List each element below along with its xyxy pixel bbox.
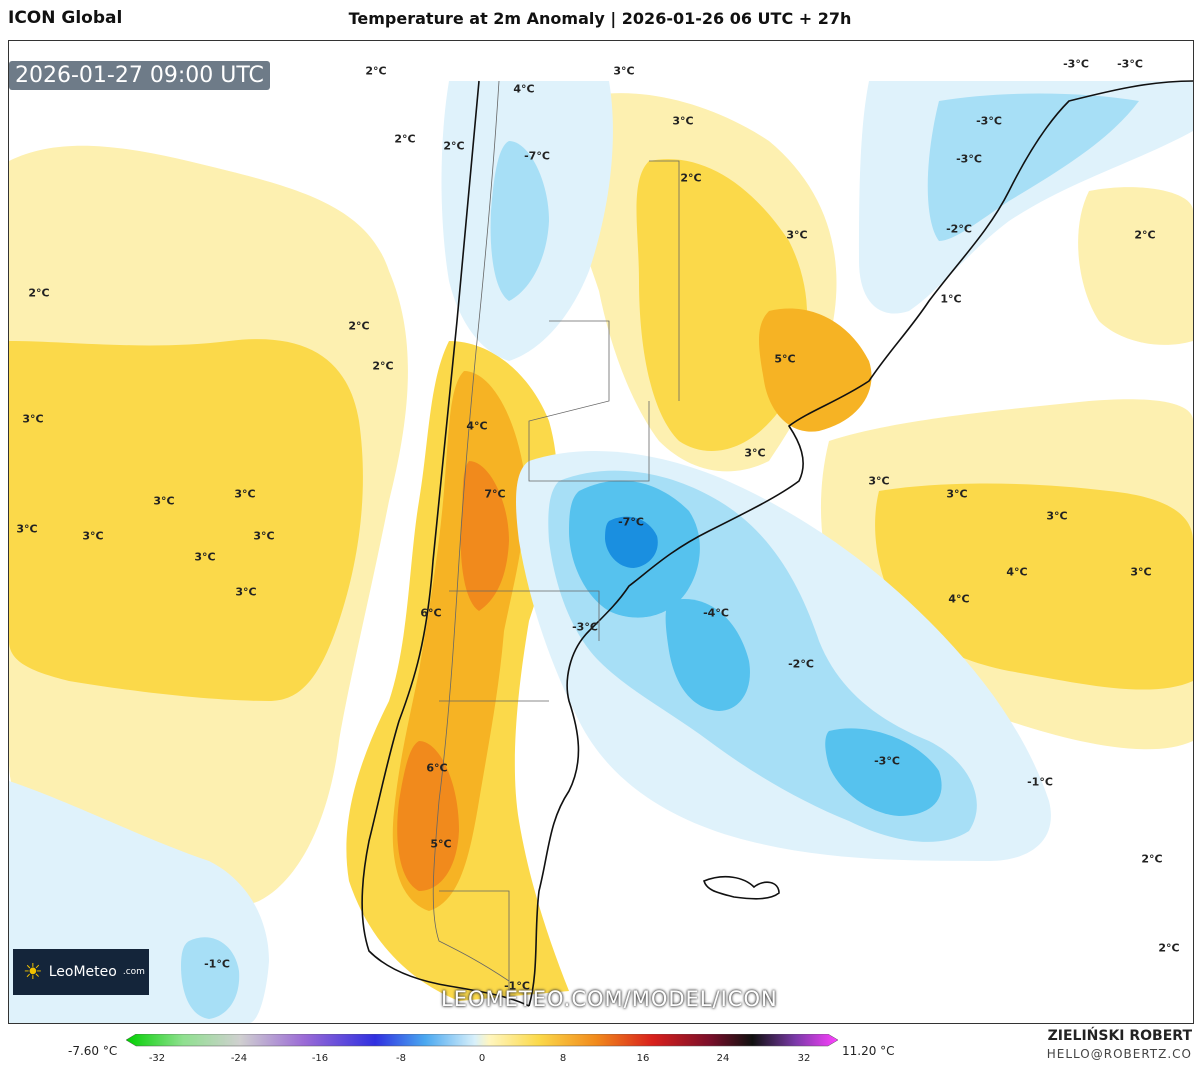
falkland-islands <box>703 875 780 900</box>
colorbar-tick: -24 <box>230 1053 248 1064</box>
coastline-chile <box>361 80 530 1007</box>
colorbar-tick: -32 <box>148 1053 166 1064</box>
contour-label: -1°C <box>204 957 230 971</box>
author-name: ZIELIŃSKI ROBERT <box>1047 1028 1192 1044</box>
contour-label: -7°C <box>524 149 550 163</box>
contour-label: -3°C <box>976 114 1002 128</box>
sun-icon: ☀ <box>23 959 43 985</box>
contour-label: 4°C <box>1006 565 1028 579</box>
contour-label: 3°C <box>786 228 808 242</box>
border-argentina-chile <box>432 80 510 982</box>
warm-anomaly-atlantic-core <box>875 483 1193 690</box>
chart-title: Temperature at 2m Anomaly | 2026-01-26 0… <box>348 9 852 28</box>
contour-label: 2°C <box>372 359 394 373</box>
contour-label: 2°C <box>443 139 465 153</box>
contour-label: 3°C <box>672 114 694 128</box>
colorbar-min-label: -7.60 °C <box>68 1044 118 1058</box>
contour-label: 3°C <box>613 64 635 78</box>
contour-label: 3°C <box>253 529 275 543</box>
contour-label: 3°C <box>153 494 175 508</box>
contour-label: 4°C <box>466 419 488 433</box>
contour-label: 3°C <box>946 487 968 501</box>
cool-anomaly-core <box>605 516 658 568</box>
contour-label: -2°C <box>788 657 814 671</box>
contour-label: 6°C <box>426 761 448 775</box>
contour-label: -1°C <box>1027 775 1053 789</box>
contour-label: 3°C <box>194 550 216 564</box>
contour-label: -2°C <box>946 222 972 236</box>
contour-label: 1°C <box>940 292 962 306</box>
contour-label: 3°C <box>1046 509 1068 523</box>
warm-anomaly-south-core <box>397 741 459 891</box>
contour-label: 2°C <box>365 64 387 78</box>
border-provinces <box>439 160 680 1001</box>
colorbar-tick: 0 <box>478 1053 486 1064</box>
leometeo-logo[interactable]: ☀ LeoMeteo .com <box>13 949 149 995</box>
contour-label: 5°C <box>430 837 452 851</box>
contour-label: -3°C <box>1117 57 1143 71</box>
watermark-url: LEOMETEO.COM/MODEL/ICON <box>441 987 778 1011</box>
contour-label: -3°C <box>1063 57 1089 71</box>
colorbar-tick: 8 <box>559 1053 567 1064</box>
cool-anomaly-brazil-mid <box>927 93 1139 241</box>
anomaly-map[interactable]: 2026-01-27 09:00 UTC 2°C 4°C 3°C 2°C 2°C… <box>8 40 1194 1024</box>
colorbar-tick: 16 <box>636 1053 650 1064</box>
model-name: ICON Global <box>8 8 123 28</box>
contour-label: 6°C <box>420 606 442 620</box>
contour-label: -1°C <box>504 979 530 993</box>
contour-label: 2°C <box>1134 228 1156 242</box>
contour-label: -3°C <box>956 152 982 166</box>
colorbar-tick: -8 <box>396 1053 406 1064</box>
cool-anomaly-sea-strong-2 <box>665 599 750 711</box>
contour-label: 2°C <box>1141 852 1163 866</box>
colorbar-tick: 24 <box>716 1053 730 1064</box>
contour-label: 4°C <box>513 82 535 96</box>
contour-label: 2°C <box>348 319 370 333</box>
warm-anomaly-pacific-core <box>9 339 363 701</box>
contour-label: 3°C <box>235 585 257 599</box>
contour-label: 2°C <box>394 132 416 146</box>
warm-anomaly-andes-core <box>460 461 509 611</box>
contour-label: 3°C <box>744 446 766 460</box>
contour-label: 2°C <box>28 286 50 300</box>
contour-label: 2°C <box>680 171 702 185</box>
footer: -7.60 °C -32 -24 -16 - <box>0 1026 1200 1066</box>
warm-anomaly-south-atlantic <box>1078 187 1193 345</box>
contour-label: 7°C <box>484 487 506 501</box>
contour-label: 2°C <box>1158 941 1180 955</box>
cool-anomaly-north-andes-mid <box>490 141 549 301</box>
contour-label: -7°C <box>618 515 644 529</box>
brand-suffix: .com <box>122 967 145 977</box>
contour-label: 3°C <box>22 412 44 426</box>
colorbar-tick: 32 <box>797 1053 811 1064</box>
contour-label: -3°C <box>874 754 900 768</box>
contour-label: -3°C <box>572 620 598 634</box>
cool-anomaly-south-pacific-mid <box>181 937 240 1019</box>
author-email[interactable]: HELLO@ROBERTZ.CO <box>1046 1047 1192 1061</box>
colorbar-tick: -16 <box>311 1053 329 1064</box>
valid-time-badge: 2026-01-27 09:00 UTC <box>9 61 270 90</box>
contour-label: 4°C <box>948 592 970 606</box>
contour-label: 3°C <box>234 487 256 501</box>
contour-label: 3°C <box>1130 565 1152 579</box>
contour-label: 3°C <box>16 522 38 536</box>
coastline-atlantic <box>528 80 1193 1007</box>
map-canvas <box>9 80 1193 1023</box>
contour-label: 5°C <box>774 352 796 366</box>
contour-label: 3°C <box>82 529 104 543</box>
warm-anomaly-uruguay <box>759 308 872 432</box>
cool-anomaly-sea-strong-3 <box>825 728 942 816</box>
colorbar-max-label: 11.20 °C <box>842 1044 895 1058</box>
contour-label: 3°C <box>868 474 890 488</box>
colorbar <box>126 1034 838 1047</box>
brand-name: LeoMeteo <box>48 964 117 980</box>
contour-label: -4°C <box>703 606 729 620</box>
